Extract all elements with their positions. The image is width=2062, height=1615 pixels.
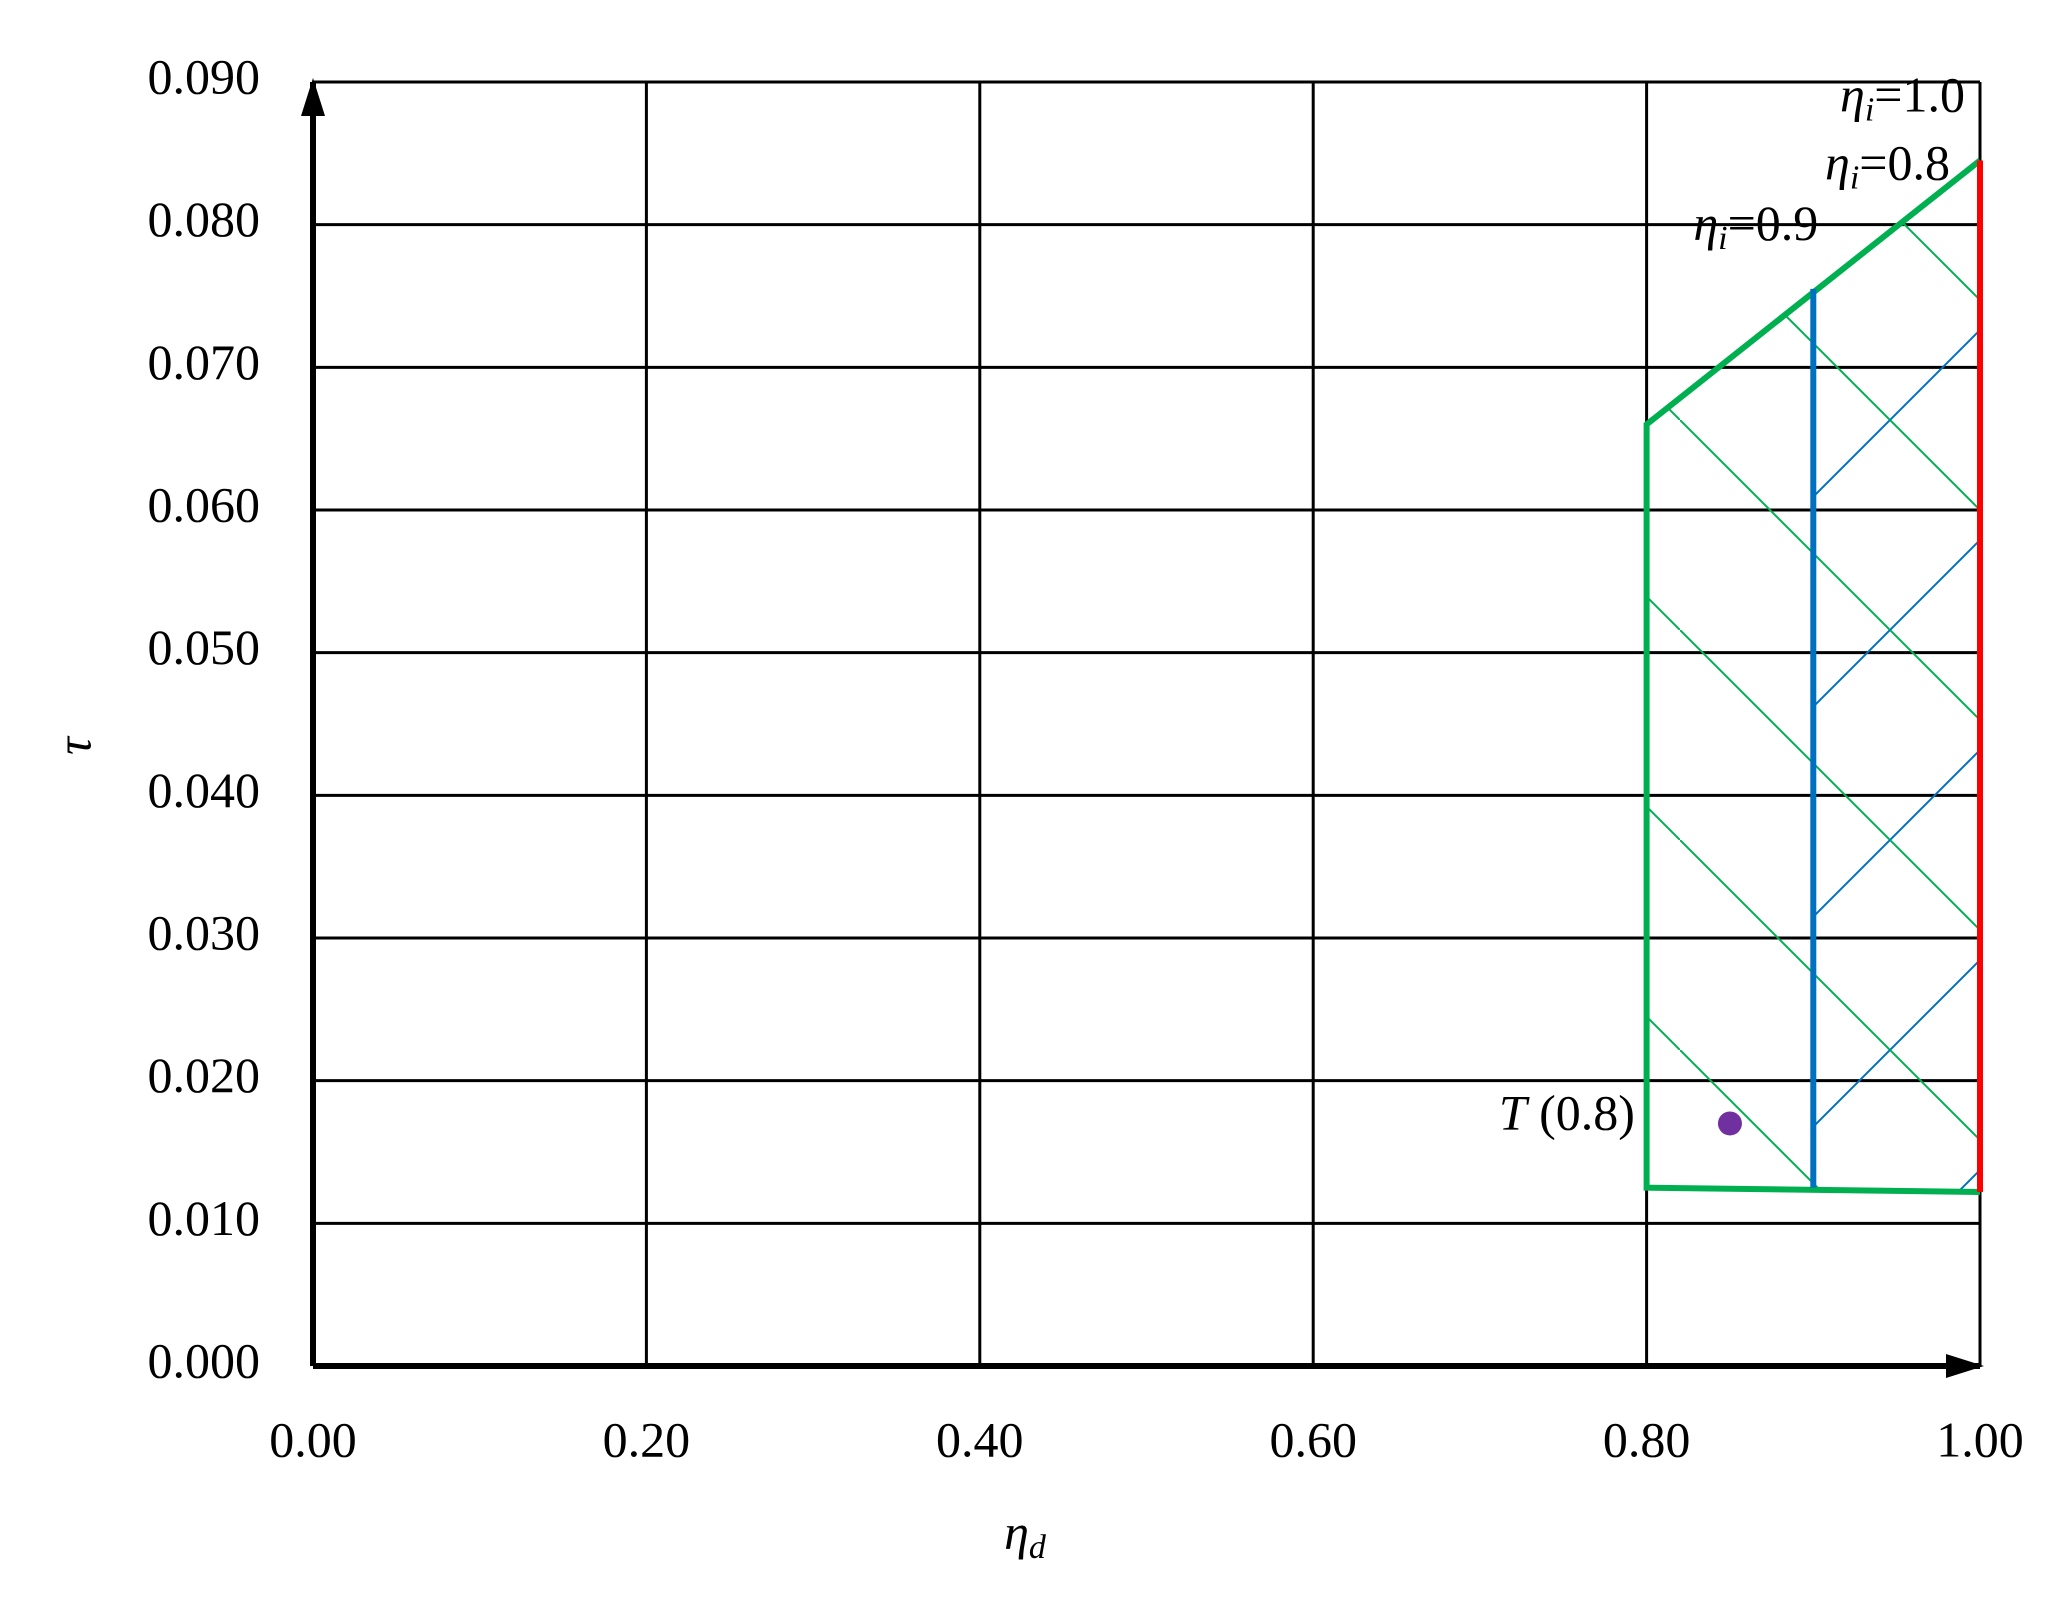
point-label-symbol: T: [1499, 1085, 1530, 1141]
y-tick-label: 0.000: [148, 1332, 261, 1388]
x-axis-label-sub: d: [1029, 1529, 1047, 1566]
x-tick-label: 0.40: [936, 1411, 1024, 1467]
series-label-text: =0.8: [1859, 135, 1950, 191]
x-axis-label-symbol: η: [1004, 1504, 1029, 1560]
x-axis-arrow: [1946, 1354, 1984, 1378]
series-label: ηi=0.8: [1825, 135, 1950, 196]
series-label-sub: i: [1865, 91, 1874, 128]
hatch-green: [1646, 160, 1980, 1192]
y-tick-label: 0.090: [148, 48, 261, 104]
series-label-symbol: η: [1693, 195, 1718, 251]
y-tick-label: 0.070: [148, 334, 261, 390]
y-axis-arrow: [301, 78, 325, 116]
y-tick-label: 0.010: [148, 1190, 261, 1246]
series-label-sub: i: [1718, 220, 1727, 257]
series-label-sub: i: [1850, 159, 1859, 196]
x-tick-label: 0.00: [269, 1411, 357, 1467]
y-axis-label: τ: [45, 735, 101, 755]
series-label-symbol: η: [1825, 135, 1850, 191]
x-axis-label: ηd: [1004, 1504, 1047, 1565]
series-label-symbol: η: [1840, 67, 1865, 123]
point-label: T (0.8): [1499, 1085, 1635, 1141]
y-tick-label: 0.050: [148, 619, 261, 675]
y-tick-label: 0.060: [148, 476, 261, 532]
hatch-blue: [1813, 160, 1980, 1192]
y-tick-label: 0.040: [148, 762, 261, 818]
y-tick-label: 0.020: [148, 1047, 261, 1103]
x-tick-label: 0.20: [603, 1411, 691, 1467]
x-tick-label: 0.80: [1603, 1411, 1691, 1467]
x-tick-label: 0.60: [1269, 1411, 1357, 1467]
point-label-text: (0.8): [1527, 1085, 1635, 1141]
y-tick-label: 0.030: [148, 904, 261, 960]
series-label: ηi=0.9: [1693, 195, 1818, 256]
series-label-text: =0.9: [1728, 195, 1819, 251]
series-label: ηi=1.0: [1840, 67, 1965, 128]
point: [1717, 1111, 1742, 1136]
y-tick-label: 0.080: [148, 191, 261, 247]
x-tick-label: 1.00: [1936, 1411, 2024, 1467]
series-label-text: =1.0: [1874, 67, 1965, 123]
